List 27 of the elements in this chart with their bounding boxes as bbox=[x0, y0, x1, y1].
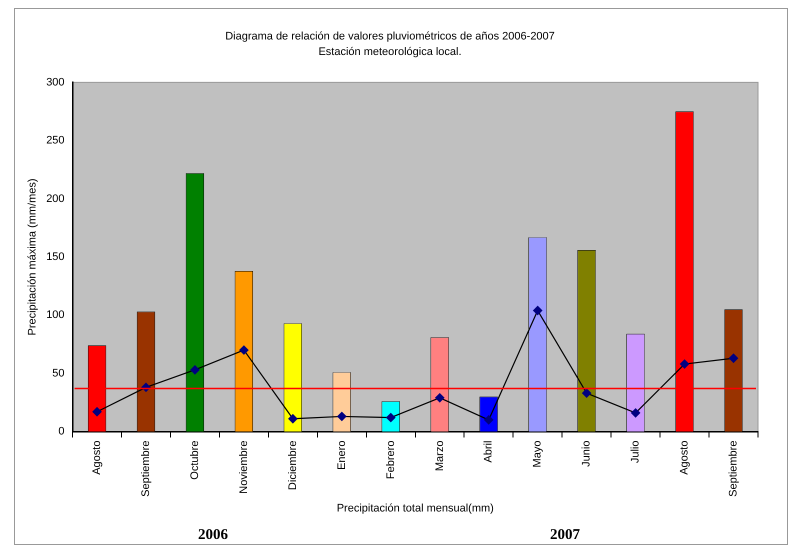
text: 2006 bbox=[198, 527, 228, 544]
x-tick-label: Agosto bbox=[678, 440, 691, 475]
x-tick-label: Agosto bbox=[91, 440, 104, 475]
x-tick-label: Abril bbox=[482, 440, 495, 463]
y-tick-label: 0 bbox=[58, 426, 65, 438]
x-tick-label: Diciembre bbox=[286, 440, 299, 490]
x-tick-label: Septiembre bbox=[140, 440, 152, 497]
chart-title: Diagrama de relación de valores pluviométricos de años 2006-2007 bbox=[225, 30, 555, 43]
x-tick-label: Junio bbox=[580, 440, 593, 467]
x-tick-label: Octubre bbox=[188, 440, 201, 480]
y-tick-label: 250 bbox=[46, 134, 65, 147]
text: 2007 bbox=[550, 527, 580, 544]
x-axis-title: Precipitación total mensual(mm) bbox=[336, 502, 494, 514]
x-tick-label: Noviembre bbox=[238, 440, 250, 494]
x-tick-label: Septiembre bbox=[728, 440, 740, 497]
y-tick-label: 150 bbox=[46, 251, 65, 264]
x-tick-label: Febrero bbox=[384, 440, 397, 480]
y-axis-title: Precipitación máxima (mm/mes) bbox=[26, 178, 39, 336]
x-tick-label: Julio bbox=[630, 440, 642, 464]
y-tick-label: 300 bbox=[46, 76, 65, 88]
y-tick-label: 50 bbox=[52, 367, 65, 380]
y-tick-label: 100 bbox=[46, 309, 65, 322]
x-tick-label: Enero bbox=[336, 440, 348, 470]
chart-subtitle: Estación meteorológica local. bbox=[318, 46, 462, 58]
x-tick-label: Mayo bbox=[532, 440, 544, 468]
x-tick-label: Marzo bbox=[434, 440, 446, 472]
y-tick-label: 200 bbox=[46, 192, 65, 205]
